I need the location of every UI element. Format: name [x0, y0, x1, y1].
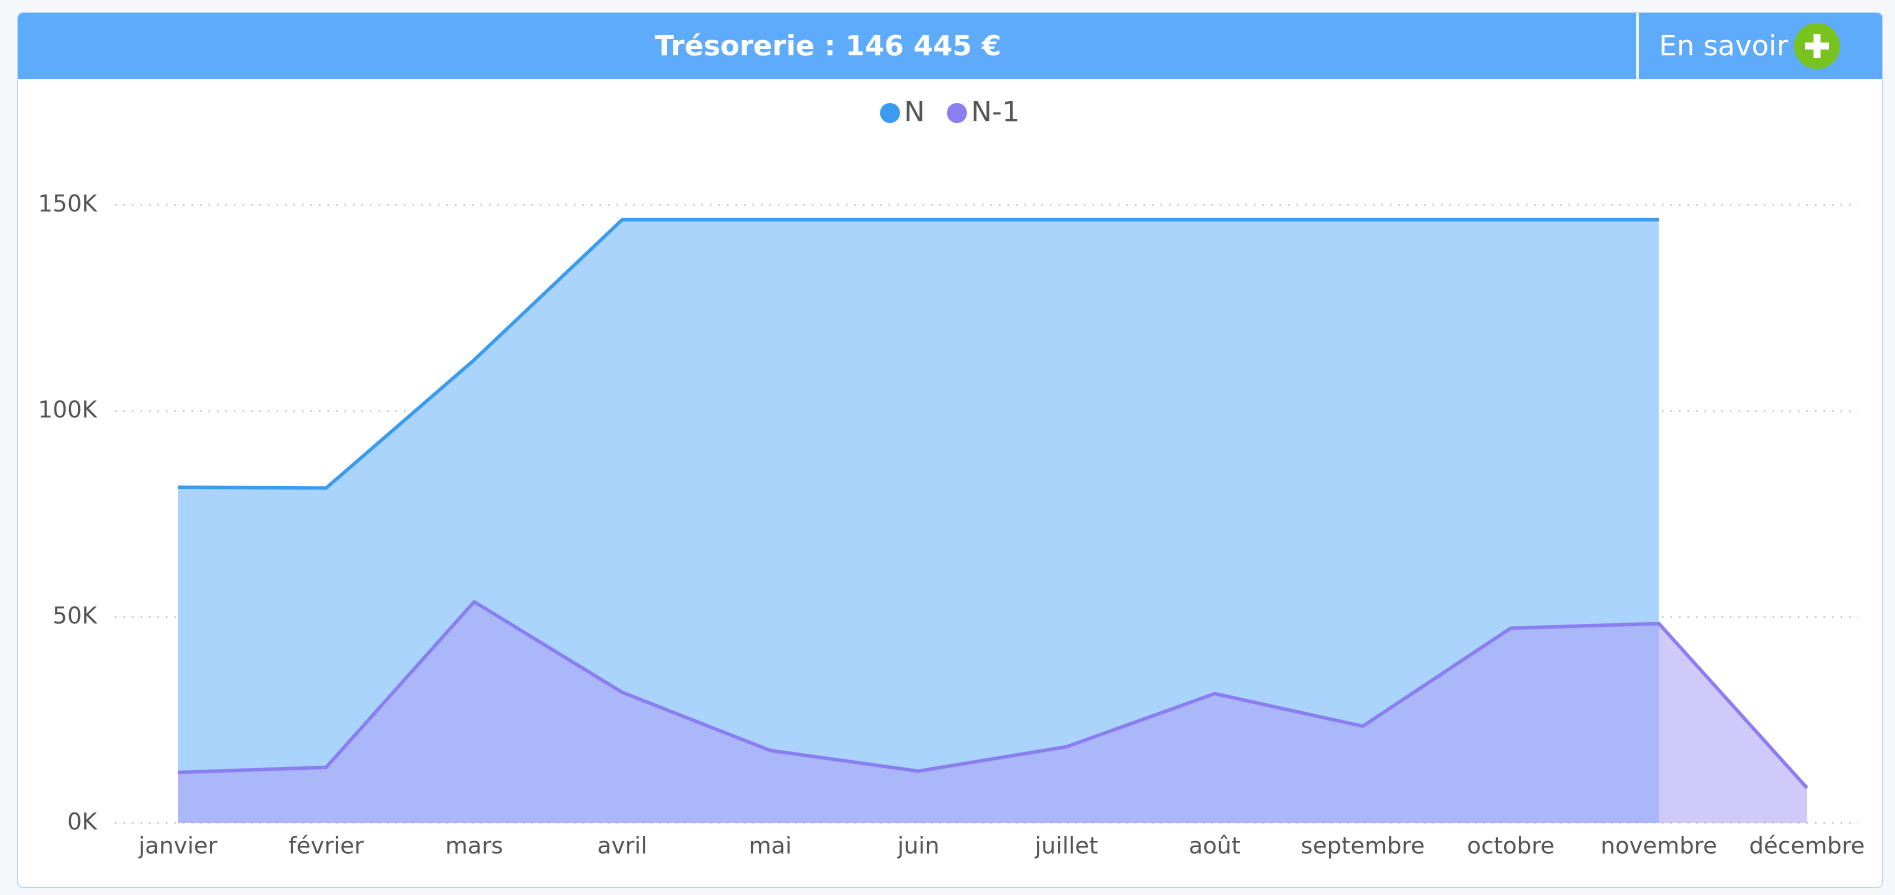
more-button[interactable]: En savoir [1636, 13, 1882, 79]
line [177, 217, 1659, 490]
y-tick-label: 150K [38, 192, 98, 218]
y-tick-label: 50K [53, 604, 98, 630]
x-tick-label: novembre [1601, 834, 1718, 860]
legend-label: N [904, 95, 925, 128]
legend-label: N-1 [971, 95, 1020, 128]
y-tick-label: 100K [38, 398, 98, 424]
line [177, 600, 1809, 790]
area [178, 601, 1807, 823]
x-tick-label: juin [896, 834, 939, 860]
x-tick-label: décembre [1749, 834, 1865, 860]
x-tick-label: avril [597, 834, 647, 860]
x-tick-label: septembre [1301, 834, 1425, 860]
header-title: Trésorerie : 146 445 € [654, 29, 1002, 62]
header: Trésorerie : 146 445 € En savoir [18, 13, 1882, 79]
legend-marker [946, 103, 967, 123]
x-tick-label: janvier [138, 834, 218, 860]
x-tick-label: mars [445, 834, 503, 860]
x-tick-label: août [1189, 834, 1241, 860]
y-tick-label: 0K [67, 810, 98, 836]
x-tick-label: juillet [1034, 834, 1098, 860]
x-tick-label: mai [749, 834, 792, 860]
button-label[interactable]: En savoir [1659, 29, 1789, 62]
x-tick-label: février [288, 834, 364, 860]
x-tick-label: octobre [1467, 834, 1555, 860]
legend-marker [880, 103, 900, 123]
plus-icon[interactable] [1794, 23, 1840, 69]
